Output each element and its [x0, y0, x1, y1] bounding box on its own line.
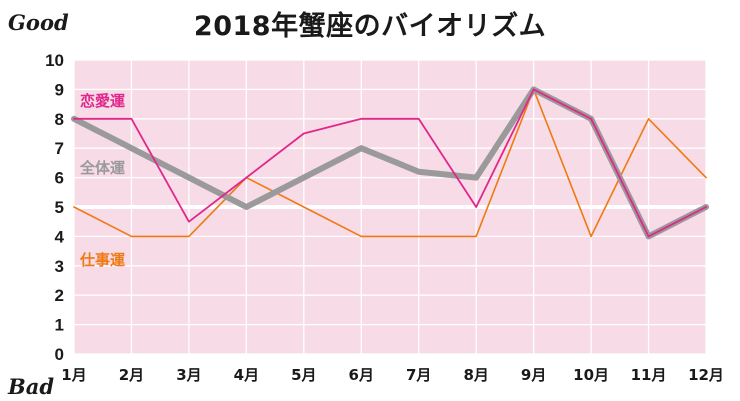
x-tick-label: 4月 — [234, 366, 259, 384]
y-tick-label: 9 — [55, 80, 64, 99]
y-tick-label: 3 — [55, 257, 64, 276]
y-tick-label: 6 — [55, 169, 64, 188]
x-tick-label: 9月 — [521, 366, 546, 384]
y-tick-label: 7 — [55, 139, 64, 158]
y-tick-label: 4 — [55, 227, 65, 246]
x-tick-label: 8月 — [463, 366, 488, 384]
series-line — [73, 88, 707, 238]
series-line — [73, 88, 707, 238]
x-tick-label: 10月 — [573, 366, 609, 384]
x-axis-ticks: 1月 2月 3月 4月 5月 6月 7月 8月 9月 10月 11月 12月 — [61, 366, 724, 384]
y-tick-label: 0 — [55, 345, 64, 364]
y-tick-label: 5 — [55, 198, 64, 217]
y-tick-label: 10 — [45, 51, 64, 70]
x-tick-label: 11月 — [631, 366, 667, 384]
chart-title: 2018年蟹座のバイオリズム — [193, 11, 547, 42]
y-axis-ticks: 0 1 2 3 4 5 6 7 8 9 10 — [45, 51, 64, 364]
series-label: 仕事運 — [79, 251, 126, 269]
x-tick-label: 1月 — [61, 366, 86, 384]
y-tick-label: 1 — [55, 316, 64, 335]
x-tick-label: 12月 — [688, 366, 724, 384]
series-label: 全体運 — [79, 159, 126, 177]
x-tick-label: 6月 — [349, 366, 374, 384]
good-label: Good — [8, 10, 69, 35]
x-tick-label: 2月 — [119, 366, 144, 384]
bad-label: Bad — [7, 374, 54, 399]
x-tick-label: 5月 — [291, 366, 316, 384]
y-tick-label: 8 — [55, 110, 64, 129]
x-tick-label: 7月 — [406, 366, 431, 384]
series-label: 恋愛運 — [80, 92, 126, 110]
y-tick-label: 2 — [55, 286, 64, 305]
series-lines — [71, 86, 709, 240]
x-tick-label: 3月 — [176, 366, 201, 384]
